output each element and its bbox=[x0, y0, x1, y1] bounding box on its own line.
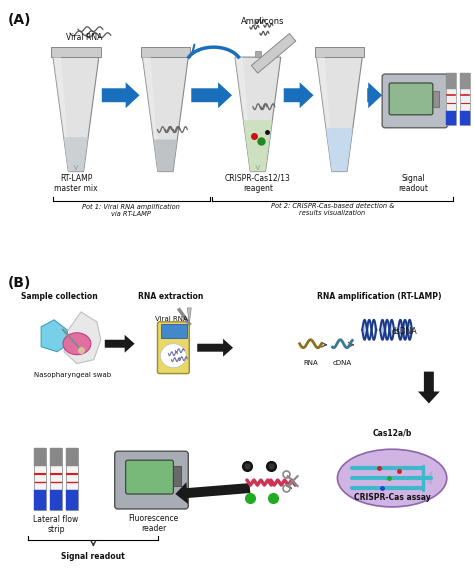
Polygon shape bbox=[102, 82, 139, 108]
Bar bbox=[66, 448, 78, 466]
Bar bbox=[73, 51, 79, 57]
Bar bbox=[433, 91, 439, 107]
Text: (B): (B) bbox=[8, 276, 31, 290]
Polygon shape bbox=[243, 120, 273, 172]
Text: cDNA: cDNA bbox=[333, 360, 352, 366]
Text: RNA amplification (RT-LAMP): RNA amplification (RT-LAMP) bbox=[317, 292, 441, 301]
Polygon shape bbox=[418, 372, 440, 403]
Bar bbox=[315, 47, 364, 57]
Bar bbox=[66, 490, 78, 510]
Bar bbox=[50, 448, 62, 466]
Text: RT-LAMP
master mix: RT-LAMP master mix bbox=[54, 173, 98, 193]
Text: Signal readout: Signal readout bbox=[62, 552, 125, 561]
Text: dsDNA: dsDNA bbox=[391, 327, 417, 336]
Bar bbox=[162, 324, 187, 338]
Polygon shape bbox=[64, 137, 88, 172]
Text: (A): (A) bbox=[8, 13, 31, 27]
Text: Signal
readout: Signal readout bbox=[398, 173, 428, 193]
Polygon shape bbox=[367, 82, 382, 108]
Text: Amplicons: Amplicons bbox=[241, 17, 284, 27]
Text: RNA: RNA bbox=[303, 360, 318, 366]
Text: Viral RNA: Viral RNA bbox=[66, 33, 102, 42]
Polygon shape bbox=[284, 82, 313, 108]
Polygon shape bbox=[154, 139, 177, 172]
Bar bbox=[34, 448, 46, 466]
Polygon shape bbox=[53, 57, 99, 172]
FancyBboxPatch shape bbox=[126, 460, 173, 494]
Text: Cas12a/b: Cas12a/b bbox=[373, 428, 412, 438]
Bar bbox=[446, 73, 456, 89]
Bar bbox=[446, 111, 456, 125]
Ellipse shape bbox=[63, 333, 91, 355]
Text: Lateral flow
strip: Lateral flow strip bbox=[34, 515, 79, 534]
Bar bbox=[50, 490, 62, 510]
FancyBboxPatch shape bbox=[115, 451, 188, 509]
Bar bbox=[163, 51, 168, 57]
Bar bbox=[34, 490, 46, 510]
Bar bbox=[460, 73, 470, 89]
FancyBboxPatch shape bbox=[157, 322, 189, 373]
Polygon shape bbox=[143, 57, 188, 172]
Polygon shape bbox=[235, 57, 281, 172]
Text: Pot 2: CRISPR-Cas-based detection &
results visualization: Pot 2: CRISPR-Cas-based detection & resu… bbox=[271, 203, 394, 216]
Polygon shape bbox=[143, 57, 159, 172]
Bar bbox=[460, 111, 470, 125]
Polygon shape bbox=[187, 308, 191, 324]
Text: RNA extraction: RNA extraction bbox=[138, 292, 203, 301]
Text: CRISPR-Cas12/13
reagent: CRISPR-Cas12/13 reagent bbox=[225, 173, 291, 193]
Polygon shape bbox=[197, 339, 233, 357]
Bar bbox=[51, 47, 101, 57]
Bar bbox=[446, 73, 456, 125]
Polygon shape bbox=[235, 57, 252, 172]
Polygon shape bbox=[105, 335, 135, 353]
Bar bbox=[337, 51, 342, 57]
Ellipse shape bbox=[337, 449, 447, 507]
FancyBboxPatch shape bbox=[382, 74, 448, 128]
Bar bbox=[141, 47, 190, 57]
Polygon shape bbox=[317, 57, 333, 172]
Polygon shape bbox=[64, 312, 101, 364]
Polygon shape bbox=[251, 34, 296, 73]
Polygon shape bbox=[317, 57, 362, 172]
Text: Nasopharyngeal swab: Nasopharyngeal swab bbox=[35, 372, 111, 377]
Polygon shape bbox=[326, 128, 353, 172]
Bar bbox=[66, 448, 78, 510]
Bar bbox=[255, 51, 261, 57]
Bar bbox=[34, 448, 46, 510]
Text: CRISPR-Cas assay: CRISPR-Cas assay bbox=[354, 493, 430, 502]
Text: Sample collection: Sample collection bbox=[21, 292, 98, 301]
Polygon shape bbox=[41, 320, 69, 351]
Text: Pot 1: Viral RNA amplification
via RT-LAMP: Pot 1: Viral RNA amplification via RT-LA… bbox=[82, 203, 180, 217]
Polygon shape bbox=[191, 82, 232, 108]
Text: Viral RNA: Viral RNA bbox=[155, 316, 188, 322]
Bar bbox=[173, 466, 182, 486]
Ellipse shape bbox=[161, 344, 186, 368]
Bar bbox=[460, 73, 470, 125]
Polygon shape bbox=[175, 482, 250, 504]
FancyBboxPatch shape bbox=[389, 83, 433, 115]
Bar bbox=[50, 448, 62, 510]
Text: Fluorescence
reader: Fluorescence reader bbox=[128, 514, 179, 533]
Polygon shape bbox=[53, 57, 70, 172]
